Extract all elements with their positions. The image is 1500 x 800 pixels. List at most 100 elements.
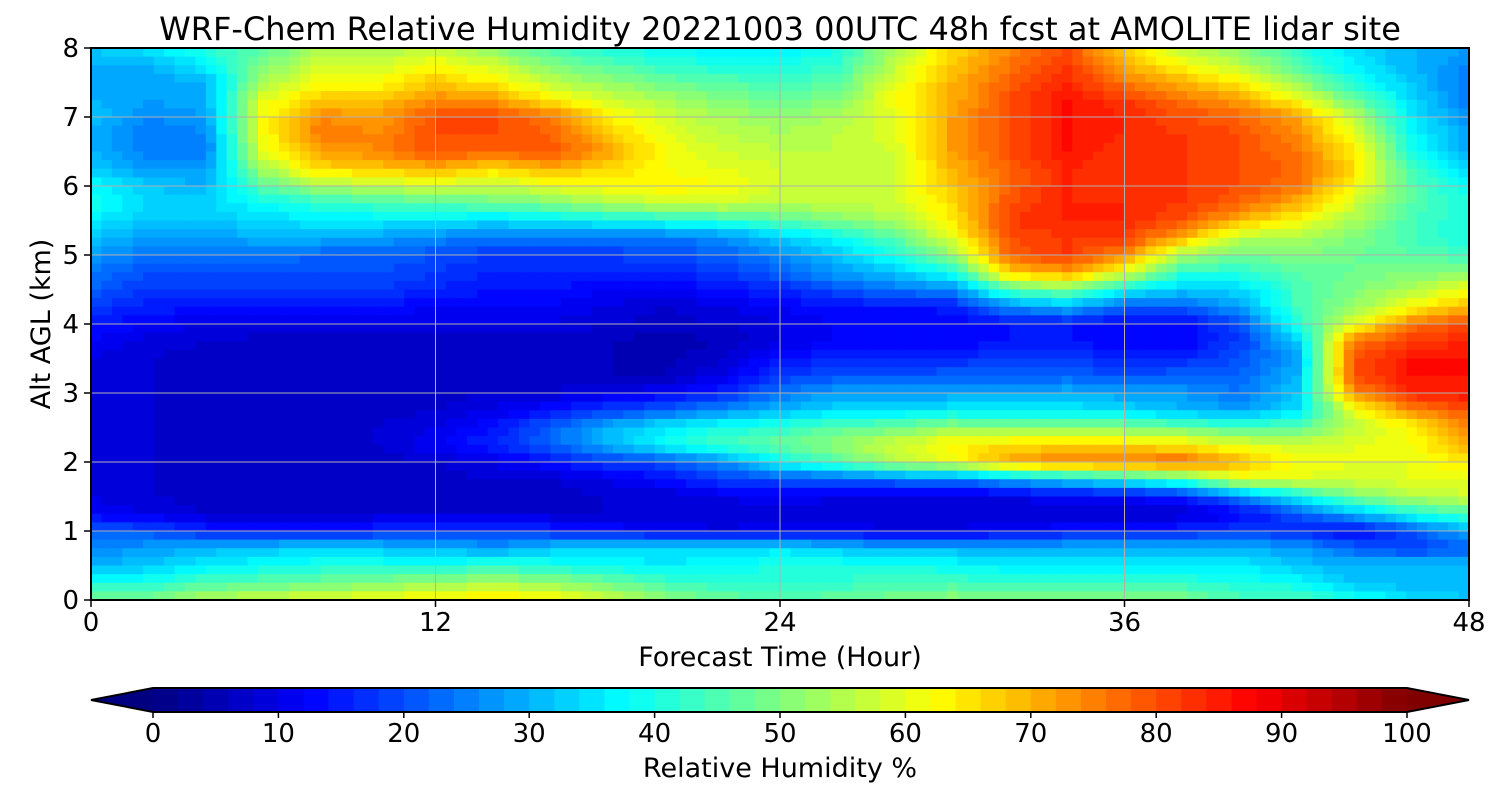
heatmap-cell: [1134, 73, 1146, 84]
heatmap-cell: [310, 160, 322, 170]
heatmap-cell: [686, 142, 698, 153]
heatmap-cell: [1427, 125, 1439, 135]
heatmap-cell: [111, 160, 123, 170]
heatmap-cell: [278, 298, 290, 308]
heatmap-cell: [1103, 358, 1115, 368]
heatmap-cell: [414, 306, 426, 316]
heatmap-cell: [477, 168, 489, 178]
heatmap-cell: [1197, 358, 1209, 368]
heatmap-cell: [1166, 177, 1178, 187]
heatmap-cell: [1385, 73, 1397, 84]
heatmap-cell: [529, 246, 541, 256]
heatmap-cell: [1354, 358, 1366, 368]
heatmap-cell: [873, 108, 885, 118]
heatmap-cell: [299, 263, 311, 273]
heatmap-cell: [884, 177, 896, 187]
heatmap-cell: [487, 298, 499, 308]
heatmap-cell: [1395, 358, 1407, 368]
heatmap-cell: [738, 134, 750, 144]
heatmap-cell: [936, 211, 948, 222]
heatmap-cell: [967, 341, 979, 351]
heatmap-cell: [1312, 160, 1324, 170]
heatmap-cell: [425, 246, 437, 256]
heatmap-cell: [91, 117, 103, 127]
heatmap-cell: [1114, 117, 1126, 127]
heatmap-cell: [1322, 168, 1334, 178]
heatmap-cell: [289, 48, 301, 58]
heatmap-cell: [550, 220, 562, 230]
heatmap-cell: [665, 332, 677, 342]
heatmap-cell: [602, 125, 614, 135]
heatmap-cell: [1354, 134, 1366, 144]
heatmap-cell: [1375, 177, 1387, 187]
heatmap-cell: [1458, 324, 1470, 334]
heatmap-cell: [1375, 255, 1387, 265]
heatmap-cell: [1416, 306, 1428, 316]
heatmap-cell: [164, 82, 176, 92]
heatmap-cell: [842, 151, 854, 161]
heatmap-cell: [1145, 324, 1157, 334]
heatmap-cell: [967, 177, 979, 187]
heatmap-cell: [905, 134, 917, 144]
heatmap-cell: [581, 332, 593, 342]
heatmap-cell: [999, 151, 1011, 161]
heatmap-cell: [539, 263, 551, 273]
heatmap-cell: [1124, 229, 1136, 239]
heatmap-cell: [1301, 117, 1314, 127]
heatmap-cell: [821, 280, 833, 291]
heatmap-cell: [331, 142, 343, 153]
heatmap-cell: [1364, 315, 1376, 325]
heatmap-cell: [821, 48, 833, 58]
heatmap-cell: [581, 263, 593, 273]
heatmap-cell: [738, 186, 750, 196]
heatmap-cell: [1364, 280, 1376, 291]
heatmap-cell: [132, 211, 144, 222]
heatmap-cell: [1322, 73, 1334, 84]
heatmap-cell: [759, 151, 771, 161]
heatmap-cell: [654, 272, 666, 282]
heatmap-cell: [539, 246, 551, 256]
heatmap-cell: [404, 220, 416, 230]
heatmap-cell: [800, 289, 812, 299]
heatmap-cell: [299, 298, 311, 308]
heatmap-cell: [811, 315, 823, 325]
heatmap-cell: [445, 194, 457, 204]
heatmap-cell: [1061, 349, 1073, 360]
heatmap-cell: [435, 272, 447, 282]
heatmap-cell: [665, 272, 677, 282]
heatmap-cell: [1208, 272, 1220, 282]
heatmap-cell: [351, 211, 364, 222]
heatmap-cell: [320, 341, 332, 351]
heatmap-cell: [769, 229, 781, 239]
heatmap-cell: [1082, 99, 1094, 109]
heatmap-cell: [759, 332, 771, 342]
heatmap-cell: [800, 237, 812, 247]
heatmap-cell: [258, 203, 270, 213]
heatmap-cell: [894, 65, 906, 75]
heatmap-cell: [623, 160, 635, 170]
heatmap-cell: [821, 255, 833, 265]
heatmap-cell: [508, 255, 520, 265]
heatmap-cell: [143, 211, 155, 222]
heatmap-cell: [623, 341, 635, 351]
heatmap-cell: [873, 289, 885, 299]
heatmap-cell: [612, 56, 625, 66]
heatmap-cell: [905, 237, 917, 247]
heatmap-cell: [947, 194, 959, 204]
heatmap-cell: [91, 349, 103, 360]
heatmap-cell: [550, 125, 562, 135]
heatmap-cell: [205, 108, 217, 118]
heatmap-cell: [612, 298, 625, 308]
heatmap-cell: [1020, 306, 1032, 316]
heatmap-cell: [738, 255, 750, 265]
heatmap-cell: [654, 280, 666, 291]
heatmap-cell: [1458, 263, 1470, 273]
heatmap-cell: [1239, 168, 1251, 178]
heatmap-cell: [414, 194, 426, 204]
heatmap-cell: [362, 237, 374, 247]
heatmap-cell: [748, 272, 760, 282]
heatmap-cell: [884, 315, 896, 325]
heatmap-cell: [915, 324, 927, 334]
heatmap-cell: [623, 358, 635, 368]
heatmap-cell: [947, 125, 959, 135]
